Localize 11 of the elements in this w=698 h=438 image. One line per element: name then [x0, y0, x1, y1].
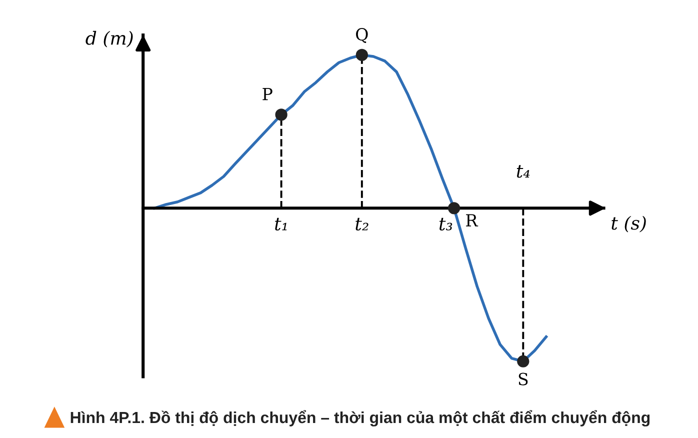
y-axis-title: d (m)	[86, 30, 133, 48]
annotation: Q	[356, 28, 368, 44]
annotation: S	[518, 372, 528, 386]
annotation: P	[262, 88, 272, 100]
annotation: R	[466, 214, 478, 226]
x-tick-label: t₃	[439, 218, 452, 230]
x-axis-title: t (s)	[612, 216, 646, 232]
x-tick-label: t₂	[356, 218, 368, 230]
text: Hình 4P.1. Đồ thị độ dịch chuyển – thời gian của một chất điểm chuyển động	[70, 410, 650, 426]
x-tick-label: t₁	[275, 218, 287, 230]
x-tick-label: t₄	[516, 165, 530, 178]
